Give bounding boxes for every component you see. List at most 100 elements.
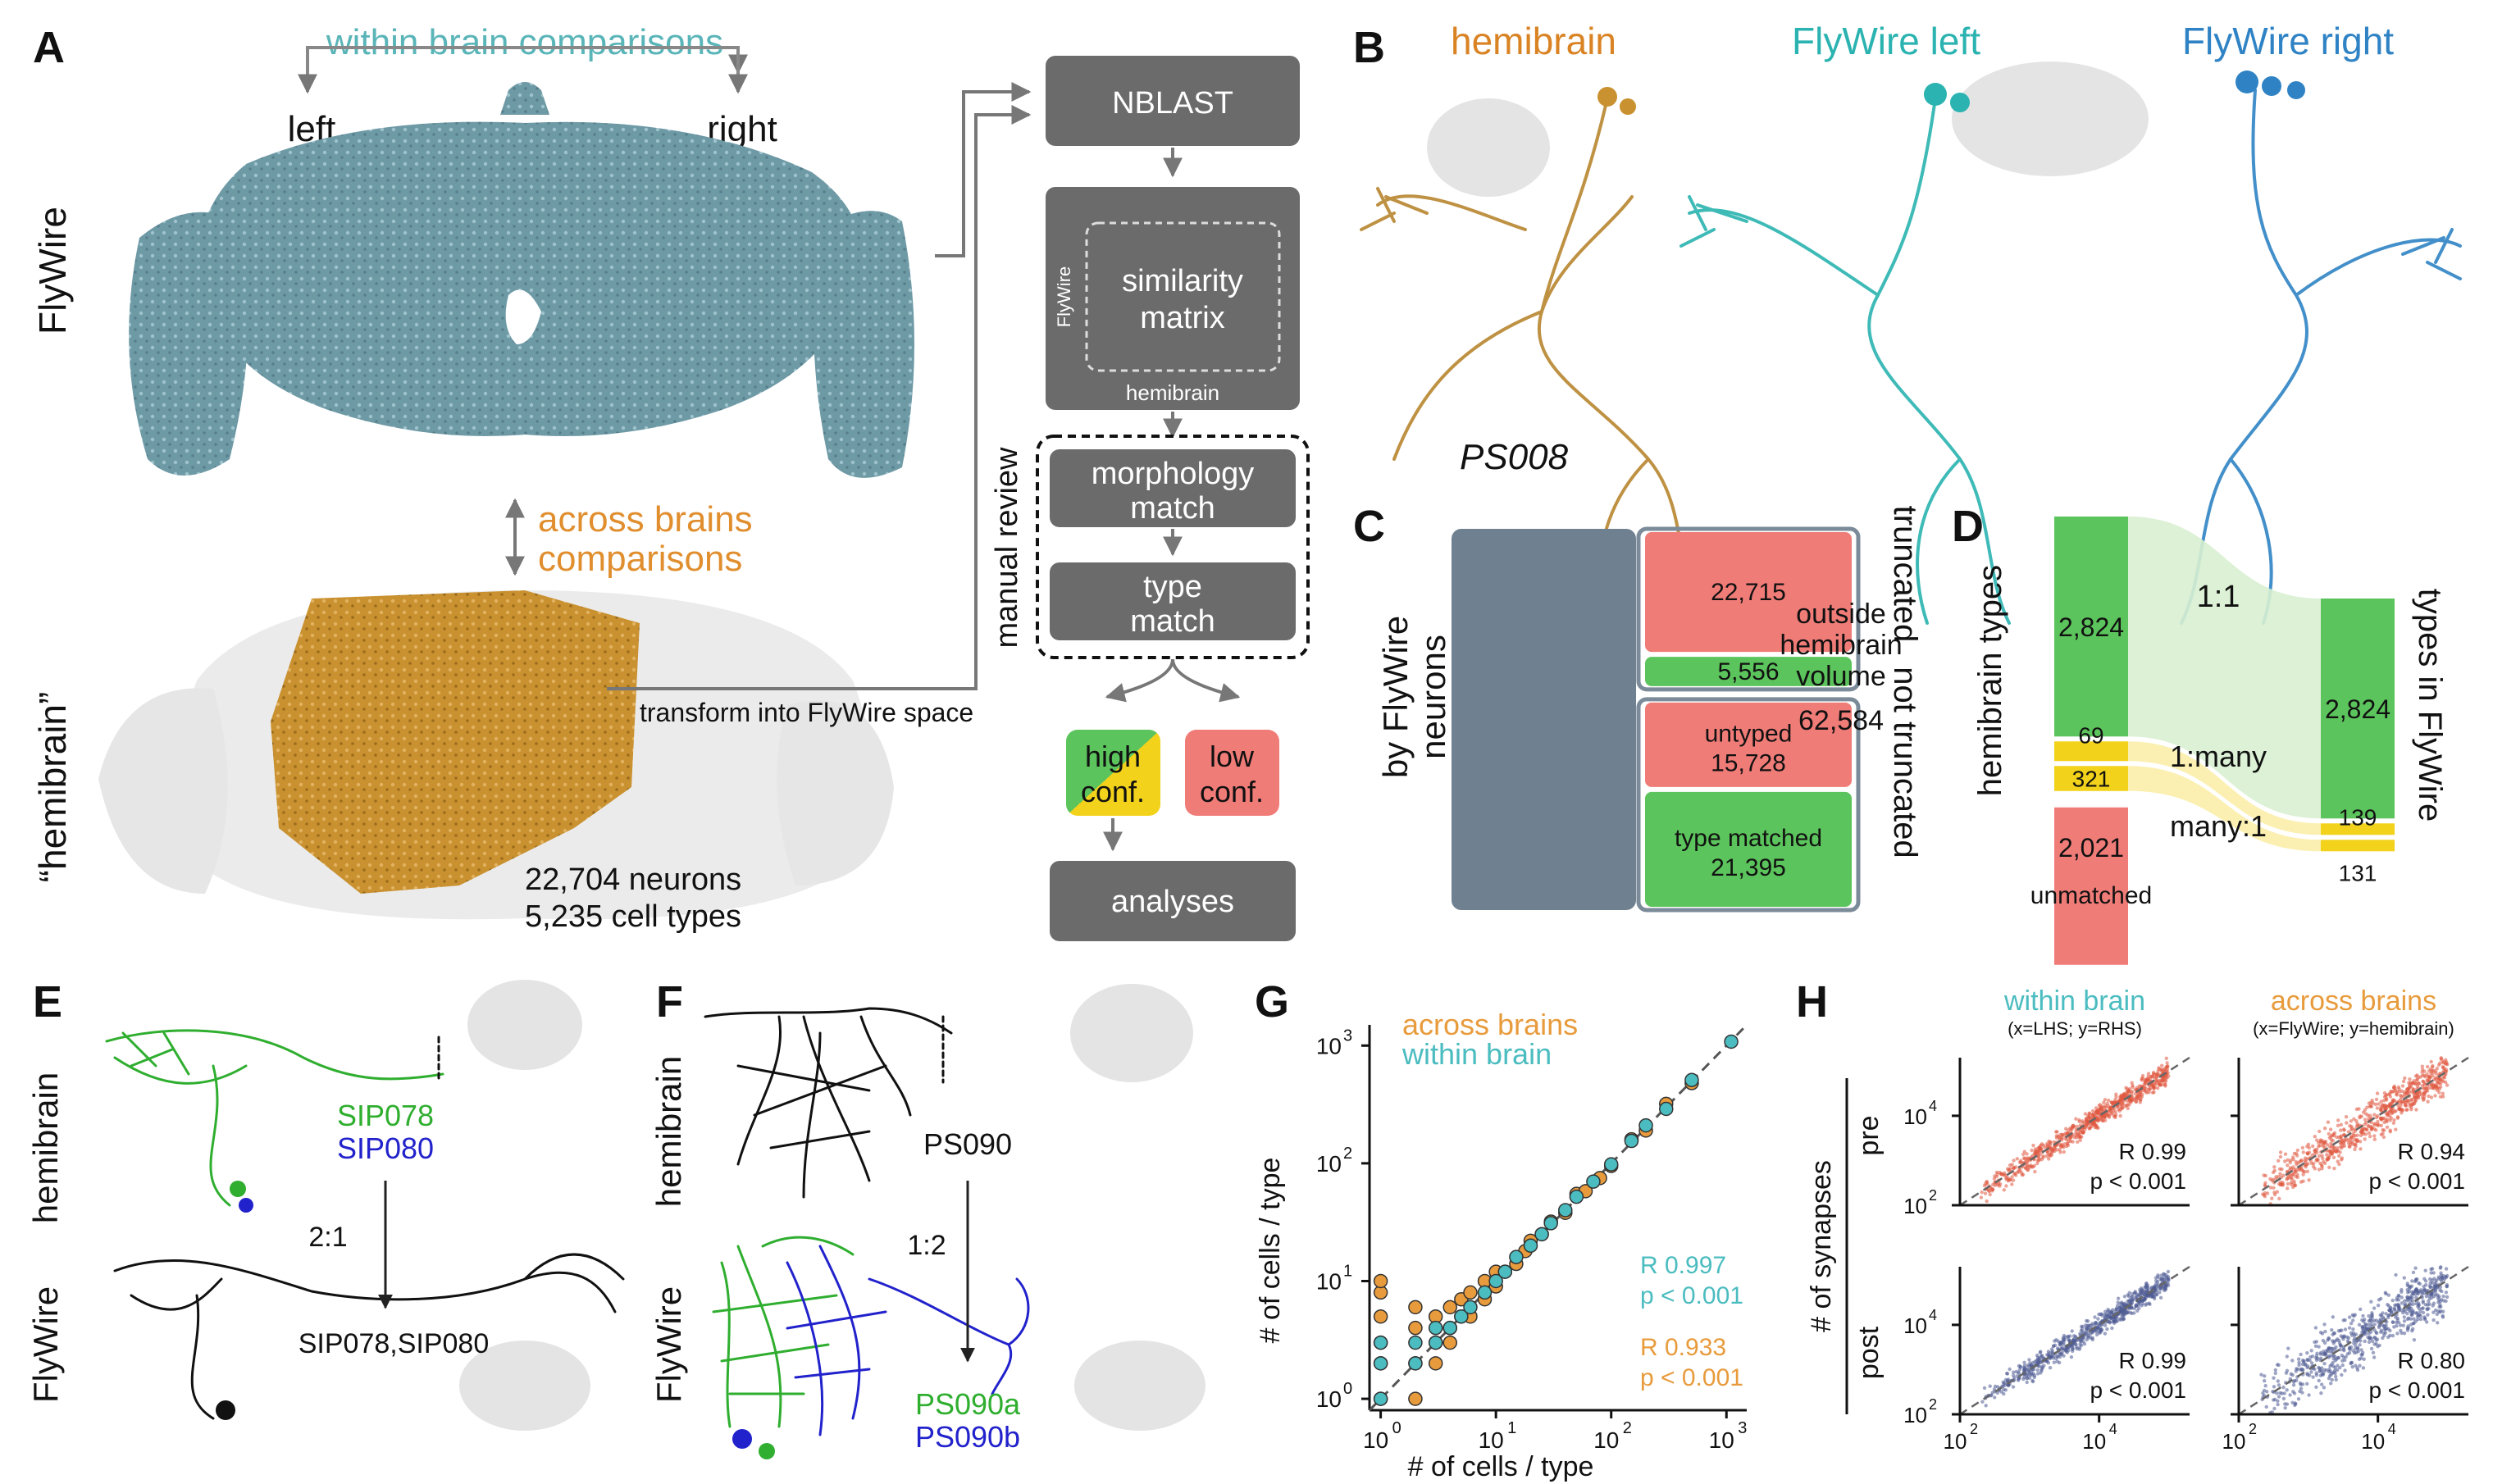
- h-post-across-point: [2431, 1271, 2436, 1275]
- h-post-within-point: [2166, 1281, 2170, 1286]
- d-one-one-label: 1:1: [2197, 580, 2240, 614]
- h-post-across-point: [2290, 1400, 2295, 1405]
- c-value-truncated-red: 22,715: [1711, 579, 1786, 606]
- h-post-across-point: [2415, 1277, 2419, 1281]
- h-post-across-point: [2431, 1318, 2436, 1322]
- h-post-across-point: [2347, 1350, 2352, 1355]
- h-post-across-point: [2421, 1300, 2425, 1305]
- h-post-across-point: [2288, 1393, 2292, 1397]
- h-post-across-point: [2369, 1300, 2373, 1304]
- c-bar-outside: [1452, 529, 1636, 910]
- h-post-across-point: [2421, 1310, 2426, 1315]
- h-pre-across-point: [2294, 1160, 2298, 1164]
- h-post-across-point: [2369, 1322, 2373, 1327]
- h-post-across-point: [2318, 1368, 2322, 1372]
- h-post-within-point: [2012, 1370, 2016, 1374]
- h-pre-across-point: [2372, 1113, 2377, 1117]
- h-pre-across-point: [2378, 1108, 2383, 1112]
- h-pre-across-point: [2307, 1178, 2311, 1182]
- h-post-across-point: [2305, 1382, 2309, 1386]
- h-post-across-point: [2351, 1327, 2355, 1332]
- h-post-within-point: [1980, 1400, 1985, 1404]
- h-post-across-point: [2433, 1292, 2438, 1297]
- h-post-across-point: [2305, 1351, 2309, 1355]
- h-post-across-point: [2327, 1345, 2331, 1350]
- h-pre-across-point: [2385, 1113, 2390, 1118]
- h-pre-within-point: [1992, 1177, 1997, 1181]
- h-pre-across-point: [2295, 1175, 2299, 1180]
- h-pre-within-point: [2152, 1090, 2156, 1095]
- g-xlabel: # of cells / type: [1408, 1451, 1594, 1482]
- h-post-across-point: [2296, 1357, 2301, 1361]
- h-post-across-point: [2318, 1373, 2323, 1377]
- h-pre-across-point: [2278, 1182, 2283, 1187]
- h-post-across-point: [2432, 1284, 2436, 1288]
- h-post-across-point: [2263, 1384, 2267, 1388]
- h-post-within-point: [2127, 1291, 2131, 1295]
- g-point-0-3: [1373, 1309, 1388, 1324]
- h-pre-across-point: [2352, 1117, 2356, 1122]
- h-post-within-point: [1982, 1386, 1987, 1391]
- h-pre-across-point: [2278, 1154, 2283, 1159]
- h-pre-across-point: [2374, 1097, 2379, 1102]
- h-pre-within-point: [2015, 1157, 2019, 1161]
- h-pre-within-point: [2135, 1086, 2140, 1090]
- g-point-1-23: [1659, 1101, 1674, 1117]
- h-post-across-point: [2277, 1395, 2281, 1399]
- h-pre-across-point: [2318, 1140, 2322, 1144]
- to-high-arrow: [1105, 658, 1174, 703]
- h-post-across-point: [2309, 1361, 2314, 1365]
- h-post-across-point: [2410, 1279, 2414, 1283]
- h-post-across-point: [2419, 1288, 2423, 1292]
- h-pre-within-point: [2120, 1103, 2125, 1107]
- g-xtick-label-2: 10: [1593, 1427, 1619, 1453]
- h-post-across-point: [2406, 1316, 2411, 1320]
- h-post-across-point: [2283, 1406, 2287, 1410]
- h-pre-within-point: [2049, 1147, 2053, 1151]
- h-post-within-point: [2086, 1336, 2090, 1340]
- h-pre-across-point: [2313, 1167, 2317, 1171]
- g-point-1-0: [1373, 1391, 1388, 1406]
- h-pre-within-point: [2066, 1128, 2071, 1132]
- g-point-1-8: [1454, 1309, 1469, 1324]
- h-pre-across-point: [2277, 1167, 2282, 1172]
- h-post-across-point: [2341, 1337, 2345, 1341]
- h-pre-within-point: [2102, 1100, 2106, 1105]
- h-pre-across-point: [2320, 1167, 2324, 1171]
- h-pre-within-point: [2045, 1141, 2049, 1146]
- h-pre-across-point: [2363, 1132, 2368, 1136]
- g-point-1-1: [1373, 1356, 1388, 1371]
- h-pre-within-point: [1993, 1174, 1997, 1178]
- h-post-across-point: [2402, 1315, 2406, 1319]
- h-pre-within-point: [2117, 1108, 2122, 1113]
- h-pre-within-r: R 0.99: [2119, 1139, 2187, 1164]
- h-pre-across-point: [2300, 1145, 2305, 1150]
- e-ratio: 2:1: [308, 1222, 347, 1253]
- h-pre-across-point: [2425, 1086, 2429, 1090]
- h-post-across-point: [2329, 1382, 2333, 1386]
- h-post-within-ytick-label-0: 10: [1903, 1403, 1927, 1427]
- h-post-across-point: [2331, 1356, 2336, 1361]
- h-post-within-point: [2059, 1340, 2064, 1345]
- h-post-across-point: [2434, 1278, 2438, 1282]
- h-pre-across-point: [2278, 1180, 2283, 1185]
- h-pre-across-point: [2373, 1102, 2378, 1107]
- h-post-within-point: [2144, 1285, 2148, 1290]
- h-pre-within-point: [2049, 1152, 2053, 1157]
- h-post-across-point: [2359, 1339, 2363, 1343]
- type-box: [1050, 562, 1296, 640]
- h-post-within-point: [2038, 1350, 2043, 1355]
- h-post-across-point: [2341, 1318, 2345, 1322]
- h-post-within-point: [2052, 1360, 2056, 1364]
- h-pre-within-point: [2094, 1126, 2099, 1130]
- h-pre-across-point: [2339, 1122, 2343, 1127]
- h-post-across-point: [2318, 1350, 2323, 1355]
- h-post-across-point: [2340, 1328, 2344, 1332]
- h-pre-across-point: [2305, 1145, 2309, 1149]
- h-pre-within-point: [2120, 1106, 2124, 1110]
- h-post-across-point: [2351, 1318, 2355, 1322]
- h-pre-across-point: [2345, 1138, 2350, 1143]
- h-post-across-point: [2263, 1374, 2267, 1378]
- h-post-across-point: [2409, 1284, 2414, 1288]
- h-pre-across-point: [2322, 1127, 2327, 1131]
